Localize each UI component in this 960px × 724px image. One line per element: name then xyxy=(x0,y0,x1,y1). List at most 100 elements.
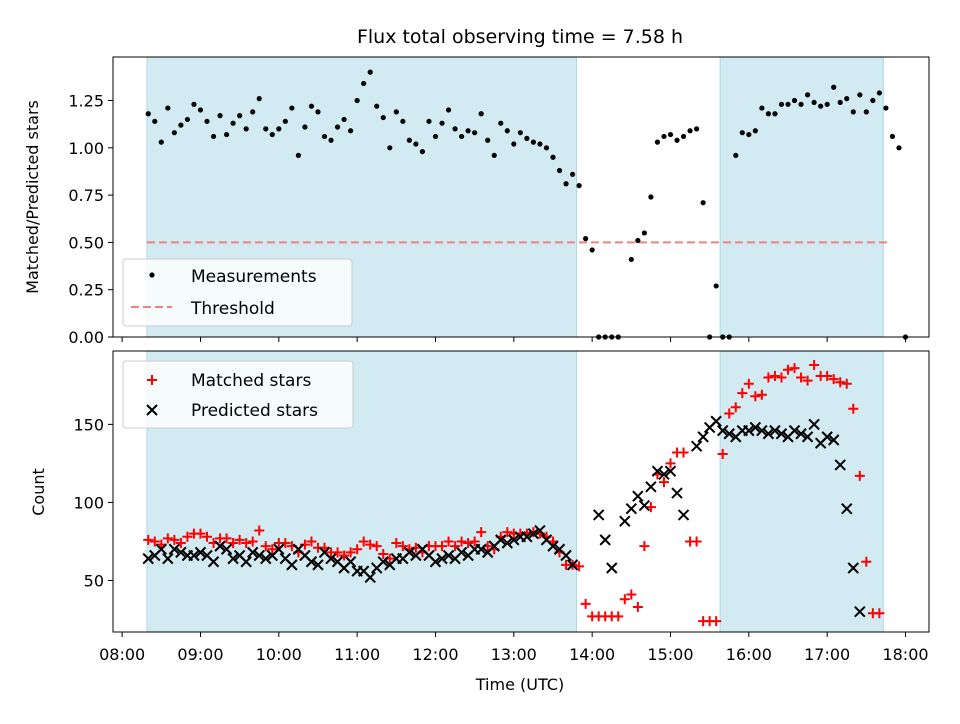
predicted-star-point xyxy=(841,502,853,515)
measurement-point xyxy=(798,101,804,107)
predicted-star-point xyxy=(273,543,285,555)
y-tick-label: 0.00 xyxy=(68,328,104,347)
measurement-point xyxy=(537,141,543,147)
predicted-star-point xyxy=(168,543,181,555)
chart-title: Flux total observing time = 7.58 h xyxy=(357,26,683,48)
matched-star-point xyxy=(221,533,232,544)
matched-star-point xyxy=(437,541,448,552)
measurement-point xyxy=(485,137,491,143)
measurement-point xyxy=(419,148,426,155)
measurement-point xyxy=(791,97,798,104)
measurement-point xyxy=(883,105,889,111)
matched-star-point xyxy=(835,377,846,388)
predicted-star-point xyxy=(403,546,416,559)
measurement-point xyxy=(367,69,373,75)
predicted-star-point xyxy=(671,487,683,499)
predicted-star-point xyxy=(220,543,233,555)
matched-star-point xyxy=(822,370,833,381)
x-tick-label: 12:00 xyxy=(412,645,458,664)
predicted-star-point xyxy=(723,428,735,440)
predicted-star-point xyxy=(821,431,833,443)
predicted-star-point xyxy=(527,527,540,540)
measurement-point xyxy=(733,152,739,158)
measurement-point xyxy=(628,256,634,263)
matched-star-point xyxy=(574,561,585,572)
measurement-point xyxy=(406,137,412,143)
matched-star-point xyxy=(247,536,258,547)
predicted-star-point xyxy=(775,428,788,440)
measurement-point xyxy=(184,116,191,123)
predicted-star-point xyxy=(795,428,807,440)
measurement-point xyxy=(263,126,269,132)
measurement-point xyxy=(458,133,465,140)
measurement-point xyxy=(315,109,321,115)
predicted-star-point xyxy=(436,552,448,565)
measurement-point xyxy=(158,139,164,145)
top-legend: Measurements Threshold xyxy=(122,258,353,327)
y-tick-label: 0.25 xyxy=(68,281,104,300)
bottom-plot-frame xyxy=(112,350,930,633)
measurement-point xyxy=(772,111,778,117)
predicted-star-point xyxy=(253,549,265,562)
matched-star-point xyxy=(391,538,402,549)
matched-star-point xyxy=(717,449,728,460)
measurement-point xyxy=(452,126,458,132)
measurement-point xyxy=(876,90,882,96)
matched-star-point xyxy=(371,541,382,552)
predicted-star-point xyxy=(508,534,520,546)
predicted-star-point xyxy=(625,502,638,515)
matched-star-point xyxy=(724,408,735,419)
predicted-star-point xyxy=(638,499,651,512)
matched-star-point xyxy=(711,616,722,627)
legend-matched-label: Matched stars xyxy=(191,371,311,391)
legend-predicted-label: Predicted stars xyxy=(191,401,318,421)
x-tick-label: 08:00 xyxy=(99,645,145,664)
matched-star-point xyxy=(241,538,252,549)
predicted-star-point xyxy=(743,424,755,437)
measurement-point xyxy=(667,131,674,138)
matched-star-point xyxy=(802,375,813,386)
matched-star-point xyxy=(463,538,474,549)
measurement-point xyxy=(152,118,158,124)
measurement-point xyxy=(569,171,576,177)
matched-star-point xyxy=(841,378,852,389)
measurement-point xyxy=(511,141,517,147)
matched-star-point xyxy=(254,525,265,536)
bottom-legend: Matched stars Predicted stars xyxy=(122,360,354,429)
matched-star-point xyxy=(854,470,865,481)
y-tick-label: 150 xyxy=(73,415,104,434)
predicted-star-point xyxy=(599,534,611,546)
matched-star-point xyxy=(306,536,317,547)
measurement-point xyxy=(387,145,393,151)
y-tick-label: 1.25 xyxy=(68,92,104,111)
matched-star-point xyxy=(632,602,643,613)
matched-star-point xyxy=(456,536,467,547)
predicted-star-point xyxy=(207,556,220,568)
x-axis-label: Time (UTC) xyxy=(475,675,564,694)
matched-star-point xyxy=(345,547,356,558)
measurement-point xyxy=(831,84,837,90)
bottom-y-axis: 50 100 150 xyxy=(73,415,113,590)
matched-star-point xyxy=(619,594,630,605)
measurement-point xyxy=(804,92,811,98)
measurement-point xyxy=(491,152,497,158)
count-panel: 50 100 150 08:00 09:00 10:00 11:00 12:00 13:00 1… xyxy=(29,350,930,694)
measurement-point xyxy=(197,107,204,113)
measurement-point xyxy=(432,133,439,140)
y-tick-label: 1.00 xyxy=(68,139,104,158)
predicted-star-point xyxy=(534,524,546,537)
measurement-point xyxy=(818,103,824,109)
predicted-star-point xyxy=(697,431,709,443)
top-y-axis-label: Matched/Predicted stars xyxy=(23,100,42,294)
predicted-star-point xyxy=(808,418,820,431)
measurement-point xyxy=(165,105,171,111)
predicted-star-point xyxy=(142,552,154,565)
measurement-point xyxy=(837,99,843,106)
legend-measurement-marker xyxy=(149,272,155,278)
predicted-star-point xyxy=(606,562,618,574)
measurement-point xyxy=(576,183,582,189)
predicted-star-point xyxy=(834,459,846,471)
predicted-star-point xyxy=(188,549,200,562)
measurement-point xyxy=(759,105,765,111)
